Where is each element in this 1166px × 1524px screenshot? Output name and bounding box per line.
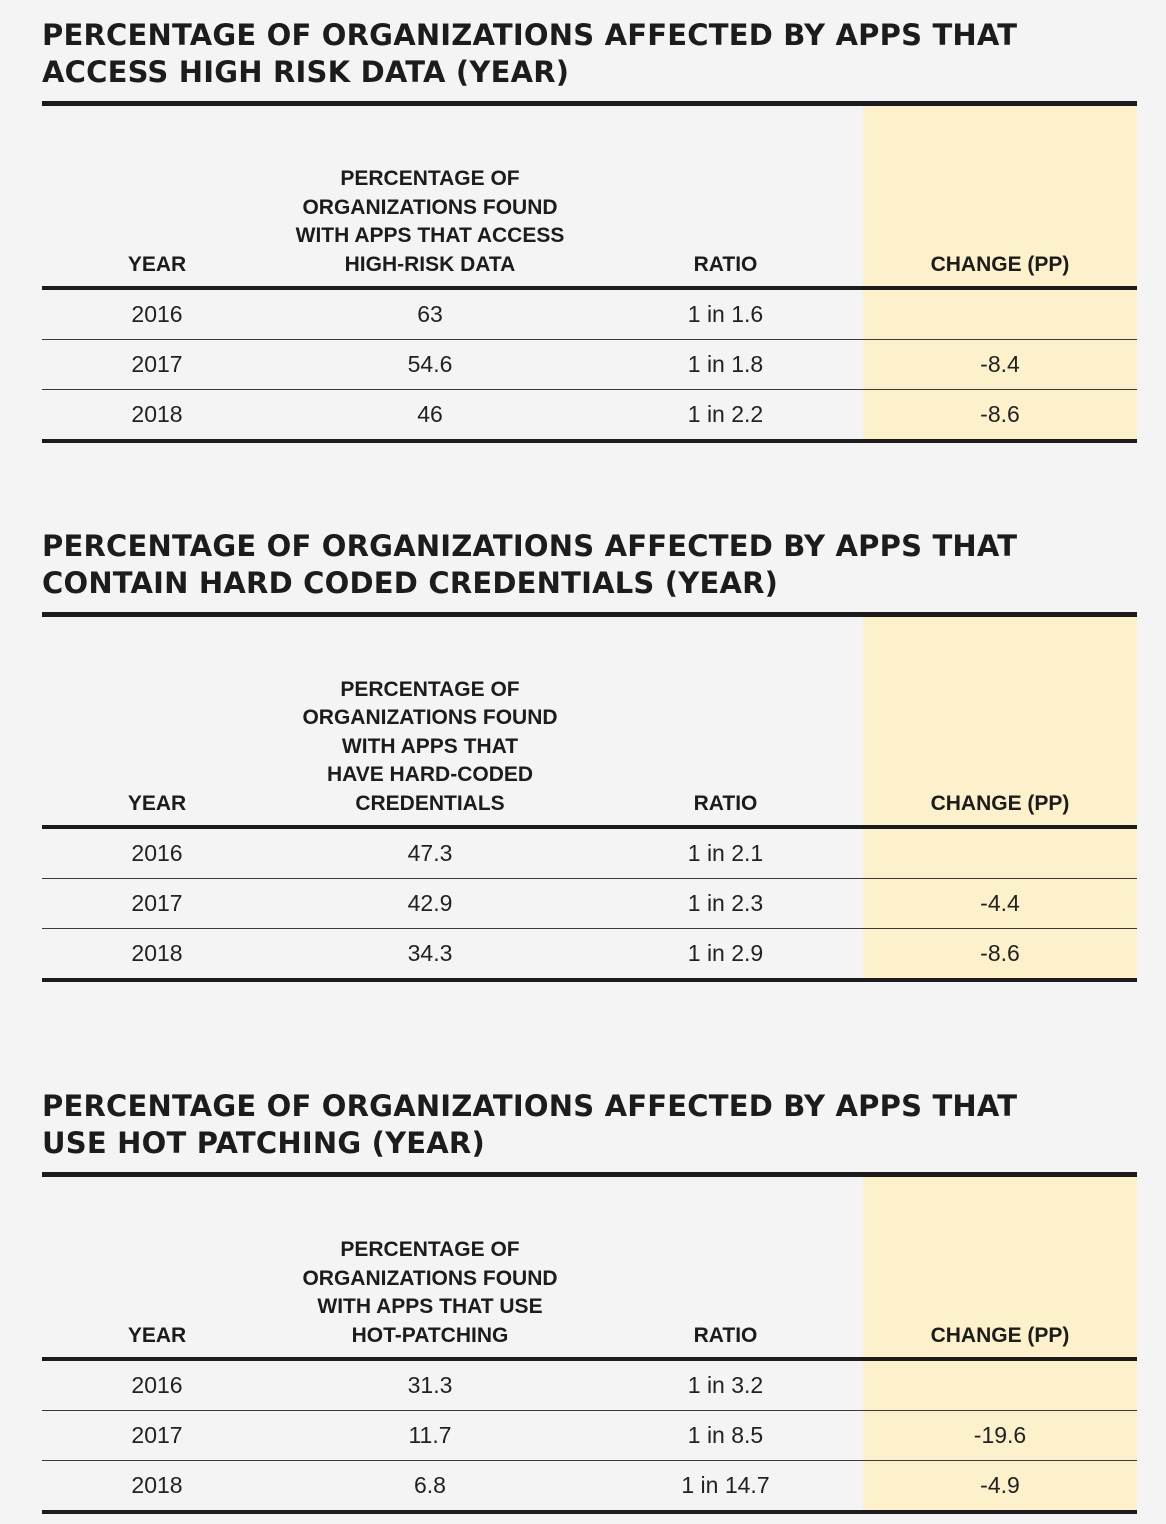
cell-year: 2016 <box>42 1359 272 1411</box>
cell-change: -8.6 <box>980 940 1020 966</box>
data-table: YEAR PERCENTAGE OF ORGANIZATIONS FOUND W… <box>42 106 1137 439</box>
cell-ratio: 1 in 2.9 <box>687 940 764 966</box>
header-change: CHANGE (PP) <box>863 617 1137 829</box>
header-percentage: PERCENTAGE OF ORGANIZATIONS FOUND WITH A… <box>272 106 588 290</box>
header-year: YEAR <box>42 1177 272 1361</box>
cell-percentage: 34.3 <box>407 940 453 966</box>
header-percentage-line: ORGANIZATIONS FOUND <box>302 195 558 219</box>
cell-year: 2017 <box>42 1410 272 1461</box>
data-table: YEAR PERCENTAGE OF ORGANIZATIONS FOUND W… <box>42 617 1137 978</box>
cell-percentage: 46 <box>417 401 443 427</box>
cell-year: 2016 <box>42 827 272 879</box>
cell-change: -4.4 <box>863 878 1137 929</box>
header-percentage: PERCENTAGE OF ORGANIZATIONS FOUND WITH A… <box>272 1177 588 1361</box>
cell-ratio: 1 in 2.1 <box>588 827 863 879</box>
cell-change <box>863 288 1137 340</box>
cell-ratio: 1 in 2.2 <box>687 401 764 427</box>
header-year: YEAR <box>42 106 272 290</box>
cell-year: 2018 <box>131 940 183 966</box>
cell-year: 2018 <box>131 1472 183 1498</box>
cell-year: 2016 <box>42 288 272 340</box>
cell-percentage: 54.6 <box>272 339 588 390</box>
cell-change: -8.6 <box>980 401 1020 427</box>
data-table-wrapper: YEAR PERCENTAGE OF ORGANIZATIONS FOUND W… <box>42 612 1137 982</box>
table-row: 2017 54.6 1 in 1.8 -8.4 <box>42 339 1137 390</box>
header-percentage-line: CREDENTIALS <box>355 791 505 815</box>
header-percentage-line: PERCENTAGE OF <box>340 1238 520 1261</box>
table-row: 2018 34.3 1 in 2.9 -8.6 <box>42 929 1137 979</box>
table-row: 2017 42.9 1 in 2.3 -4.4 <box>42 878 1137 929</box>
cell-change: -19.6 <box>863 1410 1137 1461</box>
section-hard-coded-credentials: PERCENTAGE OF ORGANIZATIONS AFFECTED BY … <box>42 528 1137 982</box>
cell-ratio: 1 in 1.6 <box>588 288 863 340</box>
header-percentage-line: ORGANIZATIONS FOUND <box>302 1266 558 1290</box>
table-row: 2016 31.3 1 in 3.2 <box>42 1359 1137 1411</box>
header-percentage: PERCENTAGE OF ORGANIZATIONS FOUND WITH A… <box>272 617 588 829</box>
header-year: YEAR <box>42 617 272 829</box>
title-line-1: PERCENTAGE OF ORGANIZATIONS AFFECTED BY … <box>42 1089 1018 1123</box>
header-row: YEAR PERCENTAGE OF ORGANIZATIONS FOUND W… <box>42 106 1137 290</box>
cell-percentage: 63 <box>272 288 588 340</box>
cell-ratio: 1 in 3.2 <box>588 1359 863 1411</box>
header-change: CHANGE (PP) <box>863 1177 1137 1361</box>
section-title: PERCENTAGE OF ORGANIZATIONS AFFECTED BY … <box>42 1088 1137 1162</box>
cell-ratio: 1 in 14.7 <box>681 1472 770 1498</box>
header-percentage-line: HAVE HARD-CODED <box>326 763 534 786</box>
header-percentage-line: WITH APPS THAT USE <box>317 1295 543 1318</box>
cell-percentage: 11.7 <box>272 1410 588 1461</box>
header-percentage-line: HIGH-RISK DATA <box>344 252 516 276</box>
cell-change <box>863 1359 1137 1411</box>
cell-percentage: 31.3 <box>272 1359 588 1411</box>
table-row: 2018 6.8 1 in 14.7 -4.9 <box>42 1461 1137 1511</box>
title-line-1: PERCENTAGE OF ORGANIZATIONS AFFECTED BY … <box>42 529 1018 563</box>
header-percentage-line: ORGANIZATIONS FOUND <box>302 706 558 729</box>
header-ratio: RATIO <box>588 1177 863 1361</box>
header-percentage-line: HOT-PATCHING <box>351 1323 509 1347</box>
cell-change <box>863 827 1137 879</box>
cell-change: -8.4 <box>863 339 1137 390</box>
header-ratio: RATIO <box>588 106 863 290</box>
header-percentage-line: PERCENTAGE OF <box>340 167 520 190</box>
table-row: 2016 63 1 in 1.6 <box>42 288 1137 340</box>
section-title: PERCENTAGE OF ORGANIZATIONS AFFECTED BY … <box>42 528 1137 602</box>
header-ratio: RATIO <box>588 617 863 829</box>
cell-percentage: 6.8 <box>414 1472 446 1498</box>
section-hot-patching: PERCENTAGE OF ORGANIZATIONS AFFECTED BY … <box>42 1088 1137 1514</box>
data-table-wrapper: YEAR PERCENTAGE OF ORGANIZATIONS FOUND W… <box>42 1172 1137 1514</box>
section-title: PERCENTAGE OF ORGANIZATIONS AFFECTED BY … <box>42 17 1137 91</box>
title-line-2: USE HOT PATCHING (YEAR) <box>42 1126 485 1160</box>
cell-year: 2017 <box>42 878 272 929</box>
cell-year: 2017 <box>42 339 272 390</box>
cell-percentage: 42.9 <box>272 878 588 929</box>
title-line-2: ACCESS HIGH RISK DATA (YEAR) <box>42 55 570 89</box>
table-row: 2017 11.7 1 in 8.5 -19.6 <box>42 1410 1137 1461</box>
cell-year: 2018 <box>131 401 183 427</box>
section-high-risk-data: PERCENTAGE OF ORGANIZATIONS AFFECTED BY … <box>42 17 1137 443</box>
header-row: YEAR PERCENTAGE OF ORGANIZATIONS FOUND W… <box>42 1177 1137 1361</box>
cell-percentage: 47.3 <box>272 827 588 879</box>
header-row: YEAR PERCENTAGE OF ORGANIZATIONS FOUND W… <box>42 617 1137 829</box>
table-row: 2016 47.3 1 in 2.1 <box>42 827 1137 879</box>
header-change: CHANGE (PP) <box>863 106 1137 290</box>
table-row: 2018 46 1 in 2.2 -8.6 <box>42 390 1137 440</box>
header-percentage-line: PERCENTAGE OF <box>340 677 520 701</box>
data-table-wrapper: YEAR PERCENTAGE OF ORGANIZATIONS FOUND W… <box>42 101 1137 443</box>
data-table: YEAR PERCENTAGE OF ORGANIZATIONS FOUND W… <box>42 1177 1137 1510</box>
cell-ratio: 1 in 8.5 <box>588 1410 863 1461</box>
title-line-1: PERCENTAGE OF ORGANIZATIONS AFFECTED BY … <box>42 18 1018 52</box>
cell-ratio: 1 in 2.3 <box>588 878 863 929</box>
title-line-2: CONTAIN HARD CODED CREDENTIALS (YEAR) <box>42 566 779 600</box>
cell-ratio: 1 in 1.8 <box>588 339 863 390</box>
header-percentage-line: WITH APPS THAT <box>341 734 519 758</box>
header-percentage-line: WITH APPS THAT ACCESS <box>295 224 565 247</box>
cell-change: -4.9 <box>980 1472 1020 1498</box>
